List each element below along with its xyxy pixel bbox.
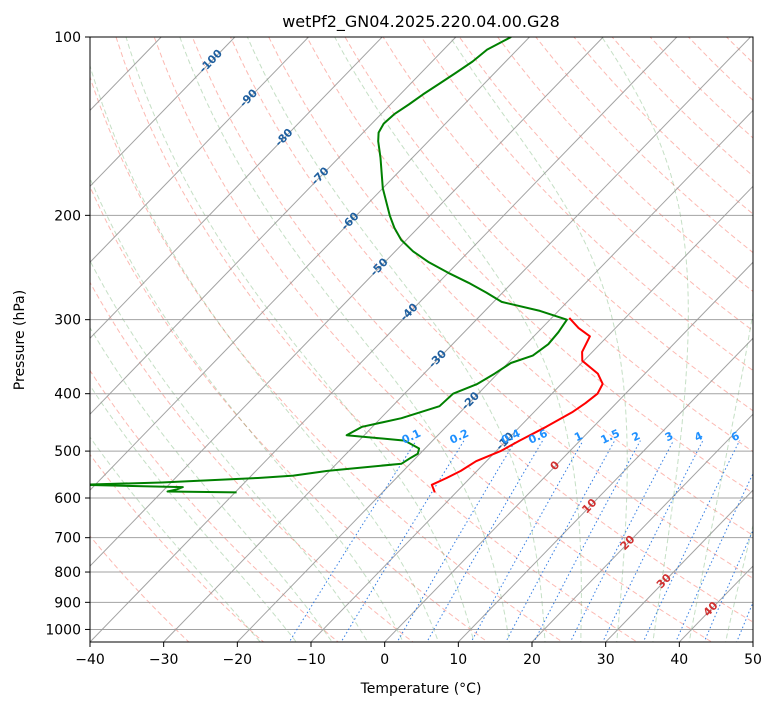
- y-tick-label: 800: [54, 565, 81, 581]
- y-axis-label: Pressure (hPa): [12, 290, 28, 390]
- x-tick-label: 10: [449, 652, 467, 668]
- y-tick-label: 100: [54, 30, 81, 46]
- x-tick-label: 20: [523, 652, 541, 668]
- x-tick-label: −30: [149, 652, 179, 668]
- y-tick-label: 600: [54, 491, 81, 507]
- x-tick-label: −10: [296, 652, 326, 668]
- y-tick-label: 1000: [45, 622, 81, 638]
- y-tick-label: 700: [54, 531, 81, 547]
- chart-title: wetPf2_GN04.2025.220.04.00.G28: [282, 12, 560, 32]
- x-tick-label: 30: [597, 652, 615, 668]
- y-tick-label: 900: [54, 595, 81, 611]
- y-tick-label: 500: [54, 444, 81, 460]
- x-tick-label: −40: [75, 652, 105, 668]
- x-tick-label: 0: [380, 652, 389, 668]
- y-tick-label: 400: [54, 387, 81, 403]
- x-tick-label: 50: [744, 652, 762, 668]
- y-tick-label: 200: [54, 208, 81, 224]
- x-axis-label: Temperature (°C): [360, 681, 482, 697]
- y-tick-label: 300: [54, 313, 81, 329]
- x-tick-label: −20: [223, 652, 253, 668]
- x-tick-label: 40: [670, 652, 688, 668]
